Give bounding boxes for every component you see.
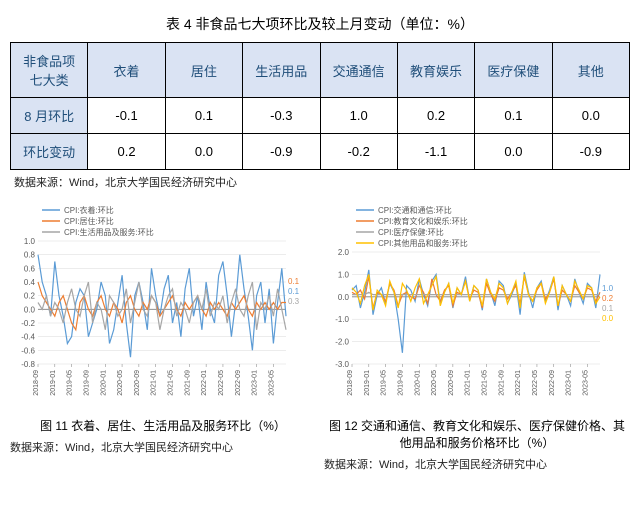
svg-text:-0.2: -0.2 [21,319,35,328]
table-row-header: 8 月环比 [11,98,88,134]
svg-text:2019-05: 2019-05 [381,370,388,396]
svg-text:0.2: 0.2 [24,292,36,301]
svg-text:2021-01: 2021-01 [465,370,472,396]
svg-text:2021-05: 2021-05 [168,370,175,396]
svg-text:0.0: 0.0 [24,305,36,314]
table-cell: 0.0 [165,134,242,170]
chart-left-source: 数据来源：Wind，北京大学国民经济研究中心 [10,439,316,455]
chart-right-caption: 图 12 交通和通信、教育文化和娱乐、医疗保健价格、其他用品和服务价格环比（%） [324,418,630,452]
table-cell: -0.9 [552,134,629,170]
table-cell: 1.0 [320,98,397,134]
table-col-header: 衣着 [88,43,165,98]
svg-text:2022-09: 2022-09 [235,370,242,396]
svg-text:2020-01: 2020-01 [414,370,421,396]
table-corner: 非食品项 七大类 [11,43,88,98]
table-col-header: 交通通信 [320,43,397,98]
svg-text:2021-09: 2021-09 [498,370,505,396]
svg-text:-0.8: -0.8 [21,360,35,369]
svg-text:0.6: 0.6 [24,264,36,273]
svg-text:CPI:居住:环比: CPI:居住:环比 [64,216,114,226]
svg-text:2023-05: 2023-05 [582,370,589,396]
svg-text:-1.0: -1.0 [335,315,349,324]
table-source: 数据来源：Wind，北京大学国民经济研究中心 [14,174,630,190]
svg-text:2020-05: 2020-05 [431,370,438,396]
svg-text:2019-01: 2019-01 [50,370,57,396]
svg-text:CPI:生活用品及服务:环比: CPI:生活用品及服务:环比 [64,227,154,237]
svg-text:0.0: 0.0 [338,293,350,302]
chart-left-panel: CPI:衣着:环比CPI:居住:环比CPI:生活用品及服务:环比 -0.8 -0.6… [10,202,316,472]
svg-text:0.1: 0.1 [288,287,300,296]
svg-text:2023-05: 2023-05 [268,370,275,396]
svg-text:2019-09: 2019-09 [83,370,90,396]
table-cell: 0.2 [397,98,474,134]
svg-text:2021-09: 2021-09 [184,370,191,396]
svg-text:-3.0: -3.0 [335,360,349,369]
svg-text:2019-05: 2019-05 [67,370,74,396]
table-col-header: 其他 [552,43,629,98]
chart-right-source: 数据来源：Wind，北京大学国民经济研究中心 [324,456,630,472]
svg-text:2021-05: 2021-05 [482,370,489,396]
svg-text:2022-09: 2022-09 [549,370,556,396]
svg-text:CPI:教育文化和娱乐:环比: CPI:教育文化和娱乐:环比 [378,216,468,226]
svg-text:-2.0: -2.0 [335,338,349,347]
svg-text:2020-01: 2020-01 [100,370,107,396]
svg-text:0.2: 0.2 [602,294,614,303]
svg-text:2.0: 2.0 [338,248,350,257]
table-col-header: 教育娱乐 [397,43,474,98]
svg-text:2022-05: 2022-05 [218,370,225,396]
chart-left: CPI:衣着:环比CPI:居住:环比CPI:生活用品及服务:环比 -0.8 -0.6… [10,202,310,412]
table-cell: 0.0 [475,134,552,170]
svg-text:1.0: 1.0 [338,270,350,279]
svg-text:0.1: 0.1 [602,304,614,313]
table-cell: 0.1 [475,98,552,134]
svg-text:CPI:医疗保健:环比: CPI:医疗保健:环比 [378,227,444,237]
svg-text:-0.4: -0.4 [21,333,35,342]
svg-text:0.3: 0.3 [288,297,300,306]
chart-left-caption: 图 11 衣着、居住、生活用品及服务环比（%） [10,418,316,435]
svg-text:0.1: 0.1 [288,277,300,286]
table-row-header: 环比变动 [11,134,88,170]
table-title: 表 4 非食品七大项环比及较上月变动（单位：%） [10,14,630,34]
svg-text:2018-09: 2018-09 [33,370,40,396]
svg-text:1.0: 1.0 [602,284,614,293]
svg-text:2023-01: 2023-01 [252,370,259,396]
svg-text:2021-01: 2021-01 [151,370,158,396]
svg-text:CPI:其他用品和服务:环比: CPI:其他用品和服务:环比 [378,238,468,248]
svg-text:2019-09: 2019-09 [397,370,404,396]
svg-text:0.0: 0.0 [602,314,614,323]
svg-text:CPI:衣着:环比: CPI:衣着:环比 [64,205,114,215]
table-cell: 0.1 [165,98,242,134]
svg-text:1.0: 1.0 [24,237,36,246]
svg-text:-0.6: -0.6 [21,346,35,355]
svg-text:CPI:交通和通信:环比: CPI:交通和通信:环比 [378,205,452,215]
chart-right: CPI:交通和通信:环比CPI:教育文化和娱乐:环比CPI:医疗保健:环比CPI… [324,202,624,412]
svg-text:2019-01: 2019-01 [364,370,371,396]
data-table: 非食品项 七大类衣着居住生活用品交通通信教育娱乐医疗保健其他 8 月环比-0.1… [10,42,630,170]
table-cell: 0.0 [552,98,629,134]
table-cell: -0.3 [243,98,320,134]
svg-text:2020-09: 2020-09 [134,370,141,396]
svg-text:0.4: 0.4 [24,278,36,287]
table-cell: 0.2 [88,134,165,170]
table-col-header: 医疗保健 [475,43,552,98]
svg-text:2020-05: 2020-05 [117,370,124,396]
svg-text:0.8: 0.8 [24,251,36,260]
svg-text:2022-01: 2022-01 [515,370,522,396]
svg-text:2020-09: 2020-09 [448,370,455,396]
chart-right-panel: CPI:交通和通信:环比CPI:教育文化和娱乐:环比CPI:医疗保健:环比CPI… [324,202,630,472]
svg-text:2022-05: 2022-05 [532,370,539,396]
table-cell: -0.2 [320,134,397,170]
svg-text:2023-01: 2023-01 [566,370,573,396]
table-cell: -1.1 [397,134,474,170]
table-cell: -0.9 [243,134,320,170]
table-col-header: 生活用品 [243,43,320,98]
svg-text:2018-09: 2018-09 [347,370,354,396]
table-col-header: 居住 [165,43,242,98]
table-cell: -0.1 [88,98,165,134]
svg-text:2022-01: 2022-01 [201,370,208,396]
